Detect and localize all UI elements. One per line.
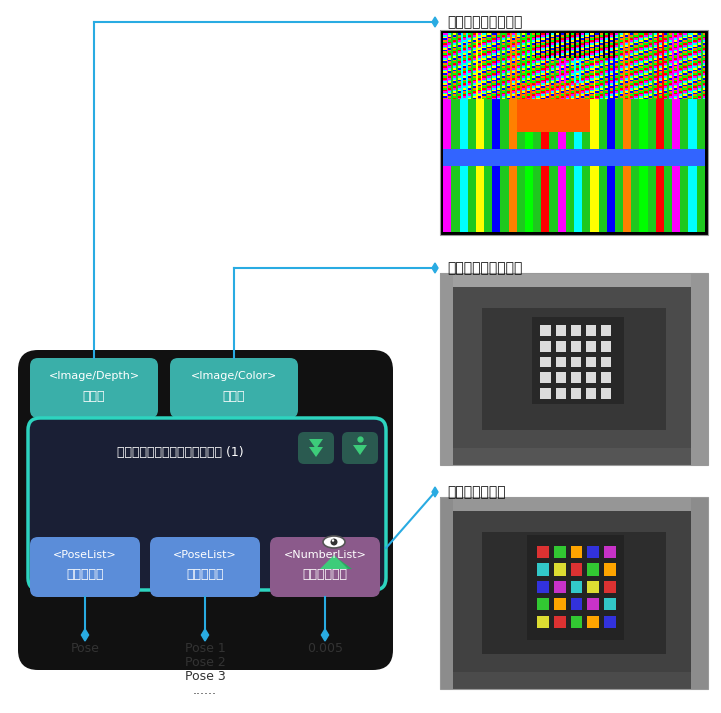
Polygon shape (432, 17, 438, 27)
Text: 相机采集到的彩色图: 相机采集到的彩色图 (447, 261, 523, 275)
Ellipse shape (330, 538, 337, 545)
Text: 可视化输出结果: 可视化输出结果 (447, 485, 505, 499)
Text: <NumberList>: <NumberList> (283, 550, 366, 560)
Polygon shape (432, 487, 438, 497)
Polygon shape (309, 447, 323, 457)
Polygon shape (320, 555, 348, 569)
Polygon shape (309, 439, 323, 449)
Text: 深度图: 深度图 (83, 389, 105, 403)
Text: <Image/Depth>: <Image/Depth> (48, 371, 140, 381)
Bar (440, 273, 708, 465)
Text: 0.005: 0.005 (307, 642, 343, 655)
FancyBboxPatch shape (270, 537, 380, 597)
Polygon shape (353, 445, 367, 455)
Text: 相机内参精度: 相机内参精度 (303, 568, 348, 582)
Text: 标定圆位姿: 标定圆位姿 (186, 568, 224, 582)
FancyBboxPatch shape (18, 350, 393, 670)
Bar (440, 30, 708, 235)
Text: Pose: Pose (71, 642, 99, 655)
Text: <PoseList>: <PoseList> (53, 550, 117, 560)
Text: 计算标定板位姿并检查相机内参 (1): 计算标定板位姿并检查相机内参 (1) (117, 446, 243, 459)
Text: Pose 1: Pose 1 (185, 642, 226, 655)
FancyBboxPatch shape (342, 432, 378, 464)
Text: <Image/Color>: <Image/Color> (191, 371, 277, 381)
Polygon shape (326, 560, 352, 569)
Polygon shape (201, 629, 208, 641)
Ellipse shape (332, 539, 335, 542)
Text: 相机采集到的深度图: 相机采集到的深度图 (447, 15, 523, 29)
Text: 彩色图: 彩色图 (223, 389, 245, 403)
FancyBboxPatch shape (150, 537, 260, 597)
FancyBboxPatch shape (298, 432, 334, 464)
FancyBboxPatch shape (30, 358, 158, 418)
Bar (440, 497, 708, 689)
Polygon shape (81, 629, 89, 641)
Text: <PoseList>: <PoseList> (173, 550, 237, 560)
Text: Pose 2: Pose 2 (185, 655, 226, 669)
Text: Pose 3: Pose 3 (185, 670, 226, 682)
FancyBboxPatch shape (28, 418, 386, 590)
Ellipse shape (323, 536, 345, 548)
Polygon shape (432, 263, 438, 273)
Text: 标定板位姿: 标定板位姿 (66, 568, 104, 582)
Text: ......: ...... (193, 684, 217, 697)
FancyBboxPatch shape (170, 358, 298, 418)
FancyBboxPatch shape (30, 537, 140, 597)
Polygon shape (322, 629, 329, 641)
